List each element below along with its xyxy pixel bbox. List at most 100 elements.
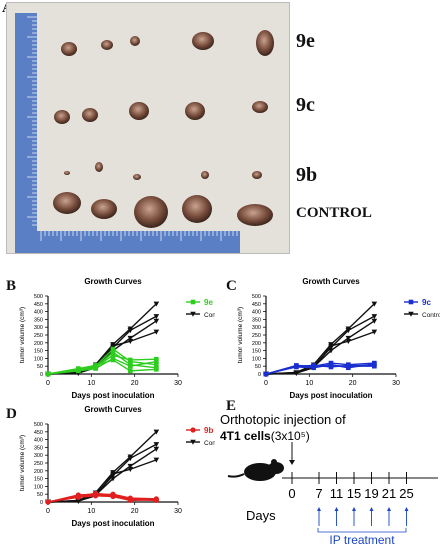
- data-point: [153, 446, 160, 452]
- ip-treatment-label: IP treatment: [329, 533, 395, 547]
- x-tick-label: 10: [87, 380, 95, 387]
- data-point: [345, 328, 352, 334]
- data-point: [110, 343, 116, 349]
- y-tick-label: 500: [34, 422, 43, 428]
- y-tick-label: 150: [252, 349, 261, 355]
- data-point: [345, 335, 352, 341]
- y-tick-label: 100: [34, 484, 43, 490]
- data-point: [127, 328, 134, 334]
- row-label-9e: 9e: [296, 30, 315, 52]
- data-point: [93, 363, 98, 368]
- data-point: [75, 498, 82, 504]
- data-point: [153, 329, 160, 335]
- data-point: [154, 362, 159, 367]
- day-label: 11: [330, 486, 344, 501]
- chart-title: Growth Curves: [84, 277, 142, 286]
- chart-title: Growth Curves: [302, 277, 360, 286]
- y-tick-label: 250: [252, 333, 261, 339]
- data-point: [128, 368, 133, 374]
- legend-marker: [408, 311, 414, 317]
- data-point: [371, 301, 378, 307]
- y-tick-label: 50: [37, 364, 43, 370]
- data-point: [110, 357, 116, 363]
- y-tick-label: 300: [252, 325, 261, 331]
- data-point: [371, 318, 378, 324]
- data-point: [153, 442, 160, 448]
- row-label-9c: 9c: [296, 94, 315, 116]
- y-tick-label: 150: [34, 349, 43, 355]
- x-tick-label: 10: [305, 380, 313, 387]
- x-tick-label: 30: [392, 380, 400, 387]
- x-tick-label: 30: [174, 380, 182, 387]
- growth-chart-9b: Growth Curves050100150200250300350400450…: [19, 405, 215, 528]
- ruler-horizontal: [15, 231, 240, 253]
- data-point: [153, 314, 160, 320]
- data-point: [127, 456, 134, 462]
- tumors-row-control: [53, 192, 273, 228]
- data-point: [127, 467, 134, 473]
- day-label: 15: [347, 486, 361, 501]
- day-label: 19: [364, 486, 378, 501]
- data-point: [153, 457, 160, 463]
- data-point: [294, 364, 299, 369]
- y-tick-label: 250: [34, 461, 43, 467]
- row-label-9b: 9b: [296, 164, 318, 186]
- data-point: [345, 339, 352, 345]
- y-tick-label: 200: [34, 469, 43, 475]
- y-tick-label: 500: [252, 294, 261, 300]
- y-tick-label: 350: [252, 317, 261, 323]
- data-point: [45, 499, 51, 505]
- data-point: [372, 363, 377, 369]
- y-axis-label: tumor volume (cm³): [19, 307, 26, 363]
- series-line: [47, 357, 157, 375]
- y-tick-label: 200: [252, 341, 261, 347]
- data-point: [127, 463, 134, 469]
- series-line: [265, 362, 375, 375]
- y-tick-label: 50: [255, 364, 261, 370]
- y-tick-label: 450: [34, 430, 43, 436]
- y-tick-label: 50: [37, 492, 43, 498]
- day-label: 25: [399, 486, 413, 501]
- series-9c: [263, 360, 377, 377]
- data-point: [154, 367, 159, 372]
- data-point: [153, 301, 160, 307]
- data-point: [127, 335, 134, 341]
- y-tick-label: 0: [40, 372, 43, 378]
- panel-letter-e: E: [226, 398, 237, 414]
- legend-label: 9c: [422, 298, 431, 307]
- tumor-photo-illustration: [7, 3, 289, 253]
- data-point: [346, 363, 351, 369]
- panel-letter-c: C: [226, 278, 237, 294]
- ruler-vertical: [15, 13, 37, 253]
- ip-arrow-head: [317, 507, 321, 511]
- data-point: [328, 363, 334, 368]
- ip-arrow-head: [387, 507, 391, 511]
- y-tick-label: 0: [258, 372, 261, 378]
- y-tick-label: 450: [252, 302, 261, 308]
- data-point: [45, 371, 51, 377]
- day-label: 21: [382, 486, 396, 501]
- series-9b: [45, 490, 159, 505]
- data-point: [76, 366, 81, 371]
- data-point: [93, 366, 98, 371]
- data-point: [110, 352, 116, 358]
- schedule-cells-bold: 4T1 cells: [220, 429, 271, 443]
- legend-label: Control: [204, 440, 215, 447]
- series-line: [47, 331, 157, 375]
- x-tick-label: 20: [131, 508, 139, 515]
- x-axis-label: Days post inoculation: [71, 519, 154, 528]
- data-point: [263, 371, 269, 377]
- y-axis-label: tumor volume (cm³): [237, 307, 244, 363]
- schedule-title-line1: Orthotopic injection of: [220, 412, 346, 427]
- series-line: [47, 495, 157, 503]
- legend-marker: [190, 427, 196, 433]
- row-label-control: CONTROL: [296, 205, 372, 221]
- data-point: [93, 493, 99, 499]
- data-point: [110, 346, 116, 352]
- series-line: [47, 348, 157, 375]
- y-axis-label: tumor volume (cm³): [19, 435, 26, 491]
- x-tick-label: 0: [264, 380, 268, 387]
- x-tick-label: 0: [46, 508, 50, 515]
- mouse-icon: [227, 459, 284, 481]
- data-point: [371, 329, 378, 335]
